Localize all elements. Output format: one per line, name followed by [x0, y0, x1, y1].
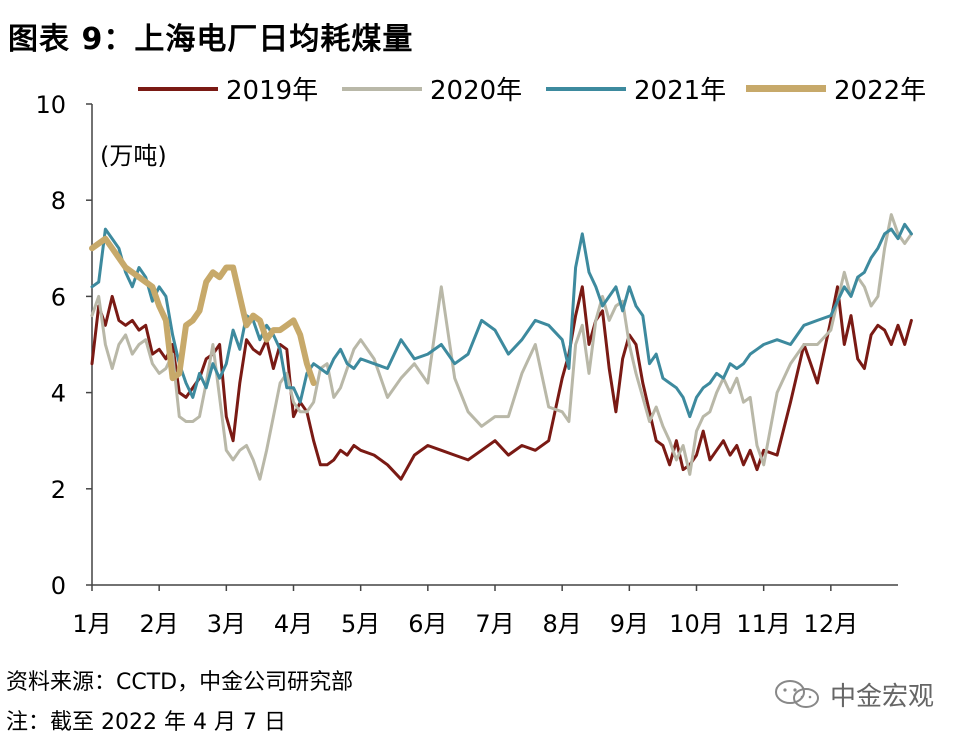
y-tick-label: 6 — [51, 283, 66, 311]
y-tick-label: 0 — [51, 572, 66, 600]
legend-line-2022 — [746, 85, 826, 92]
x-tick-label: 6月 — [408, 610, 447, 638]
brand-name: 中金宏观 — [830, 682, 935, 712]
legend-line-2021 — [546, 86, 626, 91]
x-tick-label: 2月 — [140, 610, 179, 638]
x-tick-label: 9月 — [610, 610, 649, 638]
y-axis-unit-label: (万吨) — [100, 142, 167, 170]
chart-title: 图表 9：上海电厂日均耗煤量 — [8, 22, 414, 57]
y-tick-label: 2 — [51, 476, 66, 504]
x-tick-label: 10月 — [669, 610, 724, 638]
legend-item-2022: 2022年 — [746, 70, 926, 107]
legend-item-2021: 2021年 — [546, 70, 726, 107]
series-line-2020 — [90, 213, 913, 481]
x-tick-label: 11月 — [736, 610, 791, 638]
y-tick-label: 4 — [51, 380, 66, 408]
series-line-2021 — [90, 222, 913, 419]
x-tick-label: 12月 — [804, 610, 859, 638]
legend-label-2021: 2021年 — [634, 76, 727, 106]
series-line-2019 — [90, 285, 913, 481]
x-tick-label: 1月 — [72, 610, 111, 638]
legend-label-2019: 2019年 — [226, 76, 319, 106]
x-tick-label: 4月 — [274, 610, 313, 638]
source-note: 资料来源：CCTD，中金公司研究部 — [6, 670, 354, 695]
wechat-icon — [775, 679, 819, 708]
date-note: 注：截至 2022 年 4 月 7 日 — [6, 710, 286, 735]
brand-watermark: 中金宏观 — [772, 676, 934, 713]
x-tick-label: 8月 — [543, 610, 582, 638]
x-tick-label: 7月 — [475, 610, 514, 638]
legend-line-2020 — [342, 86, 422, 91]
chart-plot: 0 2 4 6 8 10 1月 2月 3月 4月 5月 6月 7月 8月 9月 10月 11月 12月 — [35, 91, 913, 638]
x-tick-label: 3月 — [207, 610, 246, 638]
legend-label-2020: 2020年 — [430, 76, 523, 106]
legend-label-2022: 2022年 — [834, 76, 927, 106]
series-line-2022 — [89, 235, 317, 386]
legend-item-2020: 2020年 — [342, 70, 522, 107]
y-tick-label: 8 — [51, 187, 66, 215]
y-tick-label: 10 — [35, 91, 66, 119]
legend-item-2019: 2019年 — [138, 70, 318, 107]
legend-line-2019 — [138, 86, 218, 91]
x-tick-label: 5月 — [341, 610, 380, 638]
